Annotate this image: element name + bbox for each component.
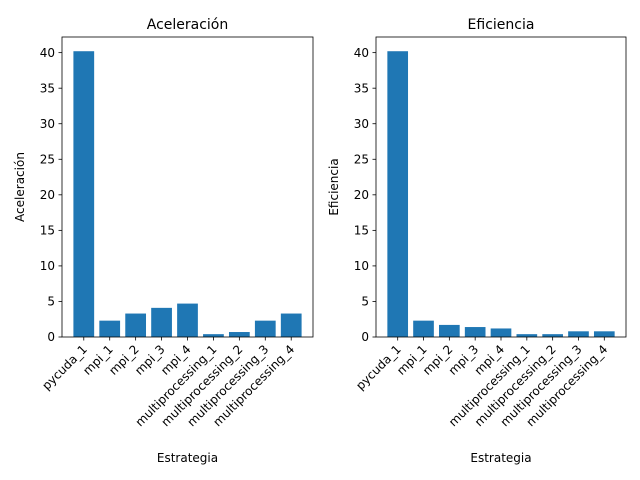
x-axis-label: Estrategia [470, 451, 531, 465]
bar-multiprocessing_3 [568, 331, 589, 337]
y-tick-label: 25 [40, 152, 55, 166]
y-tick-label: 10 [354, 259, 369, 273]
bar-mpi_3 [464, 327, 486, 337]
plot-frame [61, 36, 314, 338]
y-tick-label: 30 [354, 117, 369, 131]
y-tick-label: 10 [40, 259, 55, 273]
x-axis-label: Estrategia [157, 451, 218, 465]
y-tick-label: 5 [361, 295, 369, 309]
bar-mpi_4 [177, 303, 198, 337]
y-tick-label: 25 [354, 152, 369, 166]
y-tick-label: 15 [40, 224, 55, 238]
y-tick-label: 20 [40, 188, 55, 202]
bar-mpi_3 [151, 307, 172, 337]
bar-mpi_2 [439, 324, 460, 337]
bar-multiprocessing_1 [516, 334, 538, 337]
bar-multiprocessing_2 [228, 332, 250, 337]
bar-mpi_2 [125, 313, 147, 337]
y-tick-label: 5 [47, 295, 55, 309]
bar-mpi_1 [413, 320, 434, 337]
chart-panel-eficiencia: Eficiencia Estrategia Eficiencia 0 5 10 15 2… [327, 17, 627, 465]
chart-title: Eficiencia [468, 17, 535, 33]
y-tick-label: 15 [354, 224, 369, 238]
y-tick-label: 0 [47, 330, 55, 344]
bar-multiprocessing_3 [254, 320, 276, 337]
y-tick-label: 30 [40, 117, 55, 131]
bar-multiprocessing_4 [280, 313, 302, 337]
bar-mpi_4 [490, 328, 512, 337]
bar-multiprocessing_4 [593, 331, 615, 337]
y-tick-label: 35 [40, 81, 55, 95]
bar-multiprocessing_2 [542, 334, 563, 337]
y-tick-label: 20 [354, 188, 369, 202]
y-axis-label: Eficiencia [327, 158, 341, 215]
y-tick-label: 40 [354, 46, 369, 60]
bar-pycuda_1 [387, 51, 409, 337]
bar-multiprocessing_1 [203, 334, 224, 337]
y-tick-label: 35 [354, 81, 369, 95]
bar-pycuda_1 [73, 51, 95, 337]
plot-frame [375, 36, 627, 338]
chart-title: Aceleración [147, 17, 229, 33]
bar-mpi_1 [99, 320, 121, 337]
chart-panel-aceleracion: Aceleración Estrategia Aceleración 0 5 10 1… [13, 17, 314, 465]
y-tick-label: 40 [40, 46, 55, 60]
y-axis-label: Aceleración [13, 152, 27, 222]
y-tick-label: 0 [361, 330, 369, 344]
